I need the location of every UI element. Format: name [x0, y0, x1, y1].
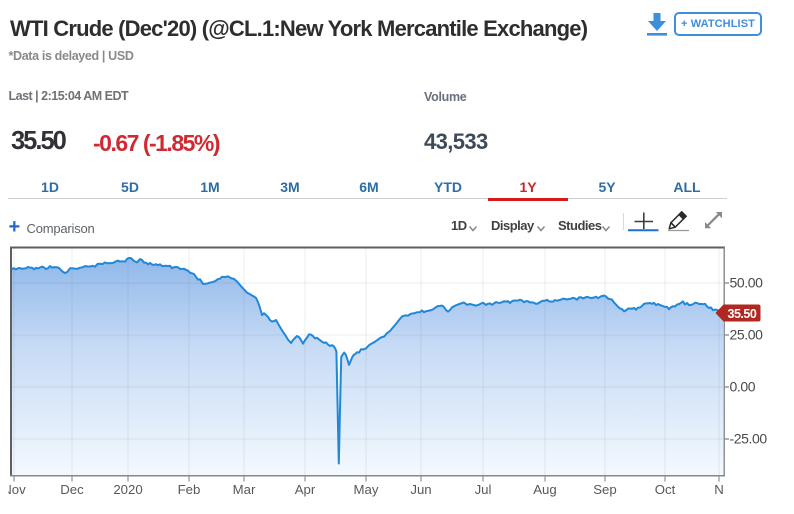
- svg-text:Jun: Jun: [410, 482, 431, 497]
- svg-text:Feb: Feb: [178, 482, 201, 497]
- svg-text:-25.00: -25.00: [730, 431, 768, 447]
- svg-text:35.50: 35.50: [728, 307, 757, 321]
- svg-text:Dec: Dec: [60, 482, 84, 497]
- svg-text:Sep: Sep: [593, 482, 616, 497]
- svg-text:Oct: Oct: [655, 482, 676, 497]
- svg-text:Mar: Mar: [233, 482, 256, 497]
- svg-text:Apr: Apr: [295, 482, 316, 497]
- svg-text:2020: 2020: [113, 482, 142, 497]
- svg-text:N: N: [714, 482, 724, 497]
- svg-text:0.00: 0.00: [730, 379, 756, 395]
- svg-text:50.00: 50.00: [730, 275, 764, 291]
- svg-text:Jul: Jul: [475, 482, 492, 497]
- svg-text:Aug: Aug: [533, 482, 556, 497]
- svg-text:25.00: 25.00: [730, 327, 764, 343]
- svg-text:May: May: [354, 482, 379, 497]
